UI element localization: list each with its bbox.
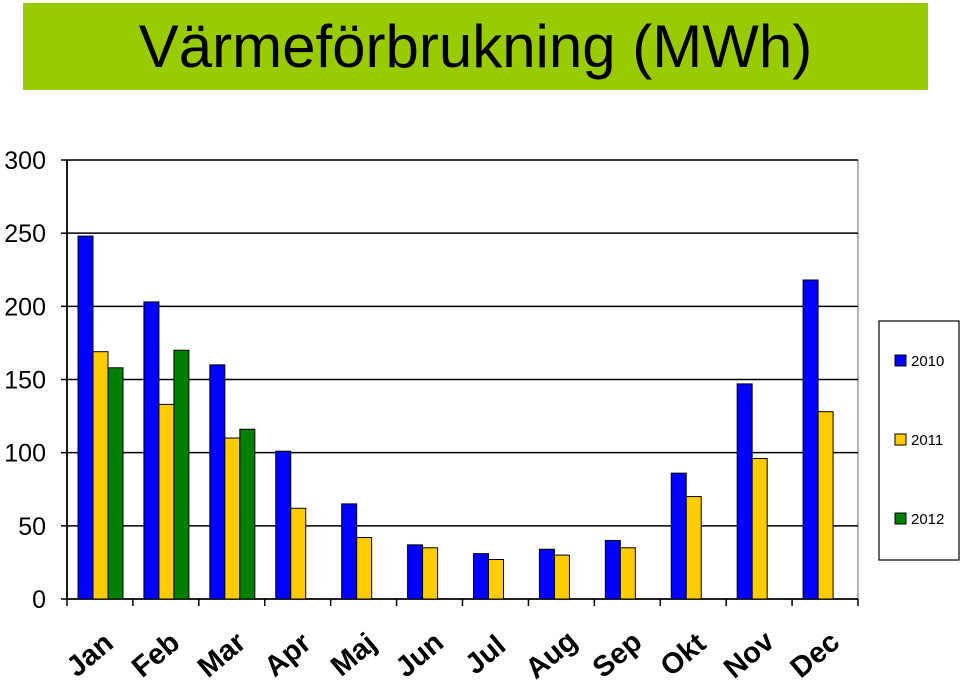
bar-2011-apr (290, 507, 307, 600)
x-tick-label-aug: Aug (520, 625, 584, 686)
x-tick-label-dec: Dec (785, 626, 846, 685)
bar-2010-mar (209, 364, 226, 600)
legend-swatch-2011 (894, 433, 907, 446)
bar-2012-mar (239, 428, 256, 600)
x-tick-label-jul: Jul (459, 629, 512, 680)
x-tick-label-maj: Maj (325, 627, 383, 683)
y-tick-label: 50 (18, 513, 46, 541)
bar-2012-jan (107, 367, 124, 600)
legend-label-2012: 2012 (911, 511, 944, 528)
x-tick-label-mar: Mar (192, 626, 252, 684)
bar-2011-okt (685, 496, 702, 600)
y-tick-label: 300 (4, 147, 46, 175)
bar-2011-sep (619, 547, 636, 600)
legend: 2010 2011 2012 (878, 320, 960, 561)
y-tick-labels: 0 50 100 150 200 250 300 (4, 147, 46, 614)
bar-2010-feb (143, 301, 160, 600)
legend-swatch-2012 (894, 512, 907, 525)
grid-lines (67, 159, 859, 599)
chart-title-banner: Värmeförbrukning (MWh) (23, 3, 928, 90)
legend-label-2010: 2010 (911, 353, 944, 370)
x-tick-label-sep: Sep (587, 626, 648, 685)
x-tick-labels: Jan Feb Mar Apr Maj Jun Jul Aug Sep Okt Nov Dec (61, 625, 846, 686)
legend-label-2011: 2011 (911, 432, 943, 449)
y-tick-label: 100 (4, 440, 46, 468)
bar-2011-dec (817, 411, 834, 600)
bar-2010-apr (275, 450, 292, 600)
y-tick-label: 150 (4, 367, 46, 395)
legend-box (878, 320, 960, 561)
bar-2012-feb (173, 349, 190, 600)
x-tick-label-feb: Feb (126, 626, 186, 684)
bar-2010-jul (473, 553, 489, 600)
bar-2010-dec (802, 279, 819, 600)
bar-2010-aug (538, 548, 555, 600)
bar-2010-maj (341, 503, 358, 600)
bar-2010-okt (670, 472, 687, 600)
bar-2011-feb (158, 403, 175, 600)
bar-2010-jan (77, 235, 94, 600)
bar-2011-jan (92, 351, 109, 600)
x-tick-label-nov: Nov (718, 625, 781, 685)
y-tick-label: 200 (4, 293, 46, 321)
x-tick-label-jan: Jan (61, 627, 120, 684)
bar-2011-jul (488, 558, 504, 600)
chart-title: Värmeförbrukning (MWh) (138, 13, 813, 80)
x-tick-label-apr: Apr (259, 627, 318, 684)
y-tick-label: 0 (32, 586, 46, 614)
x-tick-label-jun: Jun (390, 626, 450, 684)
axes (61, 159, 859, 606)
bar-2011-aug (553, 554, 570, 600)
x-tick-label-okt: Okt (655, 627, 713, 683)
bar-2011-jun (422, 547, 439, 600)
bar-2011-maj (356, 537, 373, 600)
bars (77, 235, 834, 600)
bar-2010-sep (604, 539, 621, 600)
y-tick-label: 250 (4, 220, 46, 248)
bar-2011-mar (224, 437, 241, 600)
bar-2010-nov (736, 383, 753, 600)
bar-2010-jun (407, 544, 424, 600)
bar-2011-nov (751, 458, 768, 600)
legend-swatch-2010 (894, 354, 907, 367)
